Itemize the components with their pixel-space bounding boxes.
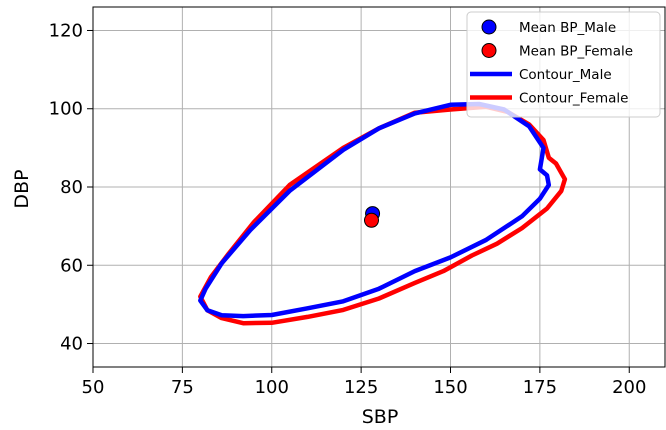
legend-mean-bp-male-marker [481, 19, 497, 35]
x-tick-label: 125 [344, 377, 378, 398]
contour-female-line [198, 104, 568, 326]
x-tick-label: 50 [82, 377, 105, 398]
x-tick-label: 150 [433, 377, 467, 398]
y-tick-label: 100 [49, 99, 83, 120]
x-axis-label: SBP [362, 406, 399, 428]
mean-bp-female-marker [363, 212, 379, 228]
y-tick-label: 60 [60, 255, 83, 276]
legend-mean-bp-female-marker [481, 43, 497, 58]
mean-points [363, 206, 381, 228]
legend: Mean BP_Male Mean BP_Female Contour_Male Co… [466, 11, 661, 118]
y-axis-label: DBP [11, 169, 33, 208]
y-tick-label: 120 [49, 20, 83, 41]
legend-mean-bp-male-label: Mean BP_Male [519, 20, 616, 36]
y-tick-label: 40 [60, 334, 83, 355]
y-tick-label: 80 [60, 177, 83, 198]
x-tick-label: 75 [171, 377, 194, 398]
legend-contour-female-label: Contour_Female [519, 91, 628, 107]
x-tick-label: 175 [523, 377, 557, 398]
y-axis-ticks: 40 60 80 100 120 [49, 20, 93, 355]
x-axis-ticks: 50 75 100 125 150 175 200 [82, 367, 646, 398]
legend-box [466, 11, 661, 118]
contour-male-line [198, 101, 552, 319]
legend-contour-male-label: Contour_Male [519, 67, 612, 83]
x-tick-label: 100 [255, 377, 289, 398]
contours [198, 101, 568, 326]
legend-mean-bp-female-label: Mean BP_Female [519, 44, 633, 60]
x-tick-label: 200 [612, 377, 646, 398]
